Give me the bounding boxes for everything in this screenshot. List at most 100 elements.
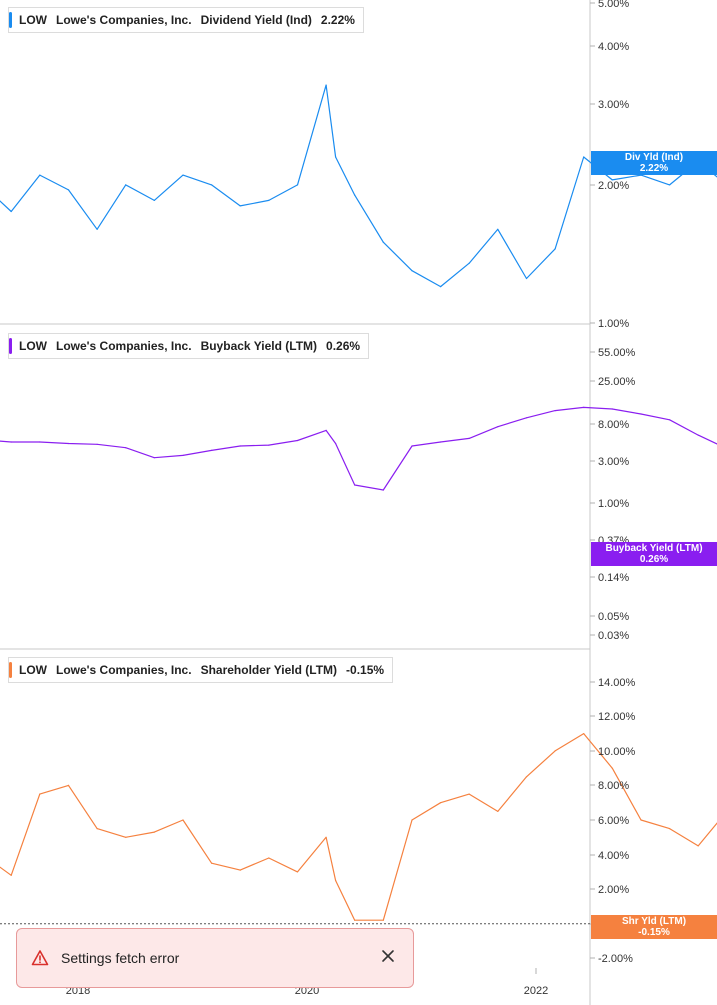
data-point [497, 426, 499, 428]
data-point [125, 184, 127, 186]
data-point [497, 228, 499, 230]
panel-header-buyback: LOW Lowe's Companies, Inc. Buyback Yield… [8, 333, 370, 359]
pill-value: 2.22% [639, 163, 669, 174]
x-tick-label: 2020 [295, 985, 319, 997]
pill-label: Div Yld (Ind) [624, 152, 684, 163]
data-point [669, 184, 671, 186]
pill-value: 0.26% [639, 554, 669, 565]
warning-icon [31, 950, 49, 966]
data-point [382, 919, 384, 921]
last-value-pill-dividend: Div Yld (Ind) 2.22% [591, 151, 717, 175]
ticker-label: LOW [19, 339, 47, 353]
toast-message: Settings fetch error [61, 950, 180, 966]
last-value-pill-shareholder: Shr Yld (LTM) -0.15% [591, 915, 717, 939]
data-point [125, 836, 127, 838]
data-point [440, 802, 442, 804]
y-tick-label: 10.00% [598, 746, 636, 758]
data-point [497, 810, 499, 813]
data-point [325, 84, 327, 86]
data-point [411, 445, 413, 447]
pill-value: -0.15% [638, 927, 670, 938]
data-point [554, 750, 556, 752]
data-point [211, 862, 213, 864]
data-point [96, 228, 98, 230]
error-toast: Settings fetch error [16, 928, 414, 988]
metric-label: Shareholder Yield (LTM) [200, 663, 338, 677]
data-point [39, 174, 41, 176]
company-label: Lowe's Companies, Inc. [56, 339, 192, 353]
data-point [354, 484, 356, 486]
data-point [468, 262, 470, 264]
ticker-label: LOW [19, 663, 47, 677]
data-point [239, 445, 241, 447]
pill-label: Shr Yld (LTM) [621, 916, 687, 927]
data-point [525, 417, 528, 419]
data-point [525, 277, 528, 280]
data-point [354, 194, 356, 196]
metric-value: -0.15% [346, 663, 385, 677]
data-point [354, 919, 356, 921]
data-point [39, 441, 41, 443]
series-line-0 [0, 84, 717, 288]
panel-header-dividend: LOW Lowe's Companies, Inc. Dividend Yiel… [8, 7, 364, 33]
data-point [96, 828, 98, 830]
data-point [67, 189, 70, 191]
data-point [611, 408, 613, 410]
y-tick-label: 3.00% [598, 456, 629, 468]
data-point [382, 241, 384, 243]
data-point [153, 457, 155, 459]
data-point [525, 776, 528, 778]
data-point [67, 784, 70, 787]
data-point [325, 836, 327, 838]
data-point [96, 443, 98, 445]
data-point [10, 210, 12, 213]
last-value-pill-buyback: Buyback Yield (LTM) 0.26% [591, 542, 717, 566]
data-point [325, 429, 327, 431]
x-tick-label: 2018 [66, 985, 90, 997]
y-tick-label: 25.00% [598, 376, 636, 388]
data-point [125, 447, 127, 449]
data-point [382, 489, 384, 491]
ticker-label: LOW [19, 13, 47, 27]
y-tick-label: 1.00% [598, 498, 629, 510]
y-tick-label: 3.00% [598, 99, 629, 111]
data-point [296, 871, 299, 873]
data-point [440, 286, 442, 288]
data-point [411, 819, 413, 821]
close-icon[interactable] [381, 949, 395, 963]
data-point [268, 199, 270, 201]
data-point [468, 793, 470, 795]
y-tick-label: 12.00% [598, 711, 636, 723]
data-point [153, 831, 155, 833]
data-point [335, 442, 337, 445]
data-point [153, 199, 155, 201]
data-point [10, 874, 12, 876]
x-tick-label: 2022 [524, 985, 548, 997]
y-tick-label: 55.00% [598, 347, 636, 359]
y-tick-label: 2.00% [598, 884, 629, 896]
y-tick-label: 1.00% [598, 318, 629, 330]
data-point [211, 184, 213, 186]
series-color-marker [9, 662, 12, 678]
y-tick-label: 8.00% [598, 780, 629, 792]
data-point [296, 184, 299, 186]
y-tick-label: 6.00% [598, 815, 629, 827]
data-point [335, 879, 337, 882]
y-tick-label: -2.00% [598, 953, 633, 965]
data-point [640, 819, 642, 821]
data-point [268, 444, 270, 446]
data-point [669, 419, 671, 421]
metric-label: Dividend Yield (Ind) [200, 13, 312, 27]
metric-value: 2.22% [320, 13, 355, 27]
y-tick-label: 5.00% [598, 0, 629, 10]
data-point [411, 270, 413, 272]
panel-header-shareholder: LOW Lowe's Companies, Inc. Shareholder Y… [8, 657, 394, 683]
y-tick-label: 0.03% [598, 630, 629, 642]
data-point [39, 793, 41, 795]
data-point [335, 156, 337, 158]
data-point [182, 454, 184, 456]
data-point [268, 857, 270, 859]
data-point [697, 845, 699, 847]
data-point [640, 413, 642, 415]
